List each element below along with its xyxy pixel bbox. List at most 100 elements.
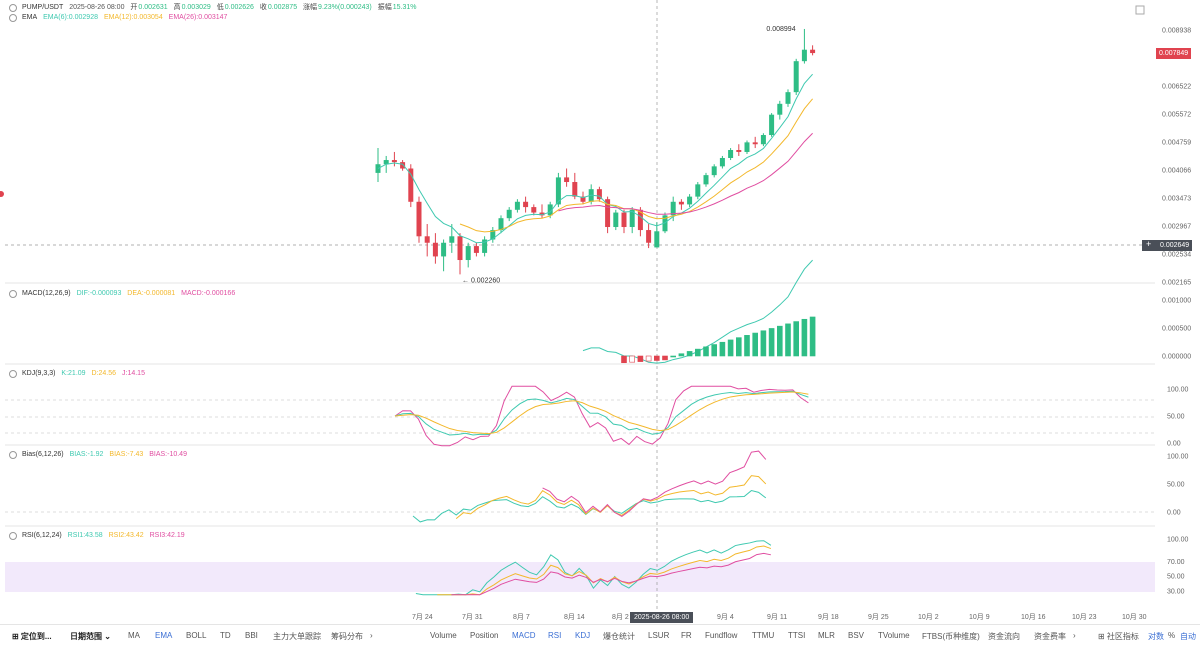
- macd-bar: [694, 348, 701, 357]
- price-tick-label: 0.004066: [1162, 167, 1191, 174]
- ind-td[interactable]: TD: [220, 631, 231, 640]
- candle-body: [400, 162, 406, 169]
- sub-tvolume[interactable]: TVolume: [878, 631, 910, 640]
- sub-kdj[interactable]: KDJ: [575, 631, 591, 640]
- rsi-tick-label: 100.00: [1167, 537, 1189, 544]
- sub-mlr[interactable]: MLR: [818, 631, 835, 640]
- ind-boll[interactable]: BOLL: [186, 631, 207, 640]
- sub-macd[interactable]: MACD: [512, 631, 536, 640]
- sub-ftbs[interactable]: FTBS(币种维度): [922, 632, 980, 641]
- candle-body: [408, 168, 414, 202]
- open-value: 0.002631: [138, 4, 168, 11]
- change-label: 涨幅: [303, 4, 318, 11]
- bias-toggle-icon[interactable]: [9, 451, 17, 459]
- candle-body: [391, 160, 397, 163]
- candle-body: [654, 231, 660, 248]
- date-range-button[interactable]: 日期范围 ⌄: [70, 632, 111, 641]
- macd-bar: [785, 323, 791, 357]
- candle-body: [424, 236, 430, 243]
- sub-fund-rate[interactable]: 资金费率: [1034, 632, 1066, 641]
- macd-dea: DEA:-0.000081: [127, 290, 176, 297]
- sub-fr[interactable]: FR: [681, 631, 692, 640]
- macd-tick-label: 0.000000: [1162, 354, 1191, 361]
- rsi-toggle-icon[interactable]: [9, 532, 17, 540]
- ema6-line: [377, 73, 813, 244]
- high-annotation: 0.008994: [766, 26, 795, 33]
- sub-ttsi[interactable]: TTSI: [788, 631, 806, 640]
- rsi-name: RSI(6,12,24): [22, 532, 62, 539]
- sub-fund-flow-cn[interactable]: 资金流向: [988, 632, 1020, 641]
- sub-lsur[interactable]: LSUR: [648, 631, 670, 640]
- macd-dif: DIF:-0.000093: [76, 290, 122, 297]
- macd-bar: [719, 341, 726, 357]
- sub-rsi[interactable]: RSI: [548, 631, 562, 640]
- sub-oi-stats[interactable]: 爆仓统计: [603, 632, 635, 641]
- sub-ttmu[interactable]: TTMU: [752, 631, 775, 640]
- macd-bar: [670, 355, 677, 358]
- candle-body: [564, 177, 570, 183]
- ind-main-force[interactable]: 主力大单跟踪: [273, 632, 321, 641]
- bias-3: BIAS:-10.49: [149, 451, 187, 458]
- ema26-value: EMA(26):0.003147: [168, 14, 228, 21]
- kdj-k: K:21.09: [61, 370, 86, 377]
- ind-ma[interactable]: MA: [128, 631, 140, 640]
- candle-body: [506, 209, 512, 219]
- macd-bar: [645, 355, 652, 362]
- plus-icon[interactable]: +: [1146, 239, 1152, 249]
- sub-bsv[interactable]: BSV: [848, 631, 865, 640]
- candle-body: [744, 142, 750, 152]
- rsi-header: RSI(6,12,24) RSI1:43.58 RSI2:43.42 RSI3:…: [22, 531, 189, 541]
- ind-ema[interactable]: EMA: [155, 631, 173, 640]
- locate-button[interactable]: ⊞ 定位到...: [12, 632, 52, 641]
- settings-icon: [1135, 5, 1145, 15]
- macd-toggle-icon[interactable]: [9, 290, 17, 298]
- rsi-tick-label: 70.00: [1167, 559, 1185, 566]
- price-tick-label: 0.002165: [1162, 280, 1191, 287]
- ohlc-header: PUMP/USDT 2025-08-26 08:00 开0.002631 高0.…: [22, 3, 420, 13]
- macd-bar: [760, 330, 767, 357]
- amplitude-label: 振幅: [377, 4, 392, 11]
- candle-body: [736, 149, 742, 152]
- macd-value: MACD:-0.000166: [181, 290, 236, 297]
- bias-tick-label: 100.00: [1167, 454, 1189, 461]
- candle-body: [785, 92, 791, 104]
- macd-header: MACD(12,26,9) DIF:-0.000093 DEA:-0.00008…: [22, 289, 239, 299]
- price-tick-label: 0.008938: [1162, 28, 1191, 35]
- ema6-value: EMA(6):0.002928: [43, 14, 98, 21]
- candle-body: [637, 209, 643, 231]
- kdj-tick-label: 0.00: [1167, 441, 1181, 448]
- x-tick-label: 10月 2: [918, 613, 939, 621]
- last-price-badge: 0.007849: [1156, 48, 1192, 59]
- chart-canvas[interactable]: 0.008938 0.007849 0.006522 0.005572 0.004759…: [0, 0, 1200, 624]
- kdj-toggle-icon[interactable]: [9, 370, 17, 378]
- percent-button[interactable]: %: [1168, 631, 1176, 640]
- more-left-icon[interactable]: ›: [370, 631, 373, 640]
- sub-position[interactable]: Position: [470, 631, 499, 640]
- x-tick-label: 9月 25: [868, 613, 889, 621]
- candle-body: [678, 201, 684, 205]
- sub-fundflow[interactable]: Fundflow: [705, 631, 738, 640]
- sub-volume[interactable]: Volume: [430, 631, 457, 640]
- log-scale-button[interactable]: 对数: [1148, 632, 1164, 641]
- community-indicator[interactable]: ⊞ 社区指标: [1098, 632, 1139, 641]
- auto-button[interactable]: 自动: [1180, 632, 1196, 641]
- pair-label: PUMP/USDT: [22, 4, 64, 11]
- low-annotation: ← 0.002260: [462, 277, 500, 284]
- rsi-1: RSI1:43.58: [67, 532, 103, 539]
- ema-toggle-icon[interactable]: [9, 14, 17, 22]
- candle-body: [465, 246, 471, 261]
- collapse-icon[interactable]: [9, 4, 17, 12]
- more-right-icon[interactable]: ›: [1073, 631, 1076, 640]
- ind-chip[interactable]: 筹码分布: [331, 632, 363, 641]
- kdj-header: KDJ(9,3,3) K:21.09 D:24.56 J:14.15: [22, 369, 149, 379]
- ema-name: EMA: [22, 14, 38, 21]
- candle-body: [482, 239, 488, 253]
- candle-body: [416, 201, 422, 237]
- ema26-line: [558, 132, 813, 215]
- candle-body: [719, 157, 725, 167]
- candle-body: [801, 49, 807, 62]
- rsi-3: RSI3:42.19: [149, 532, 185, 539]
- candle-body: [703, 175, 709, 185]
- ind-bbi[interactable]: BBI: [245, 631, 258, 640]
- ema12-line: [459, 98, 813, 233]
